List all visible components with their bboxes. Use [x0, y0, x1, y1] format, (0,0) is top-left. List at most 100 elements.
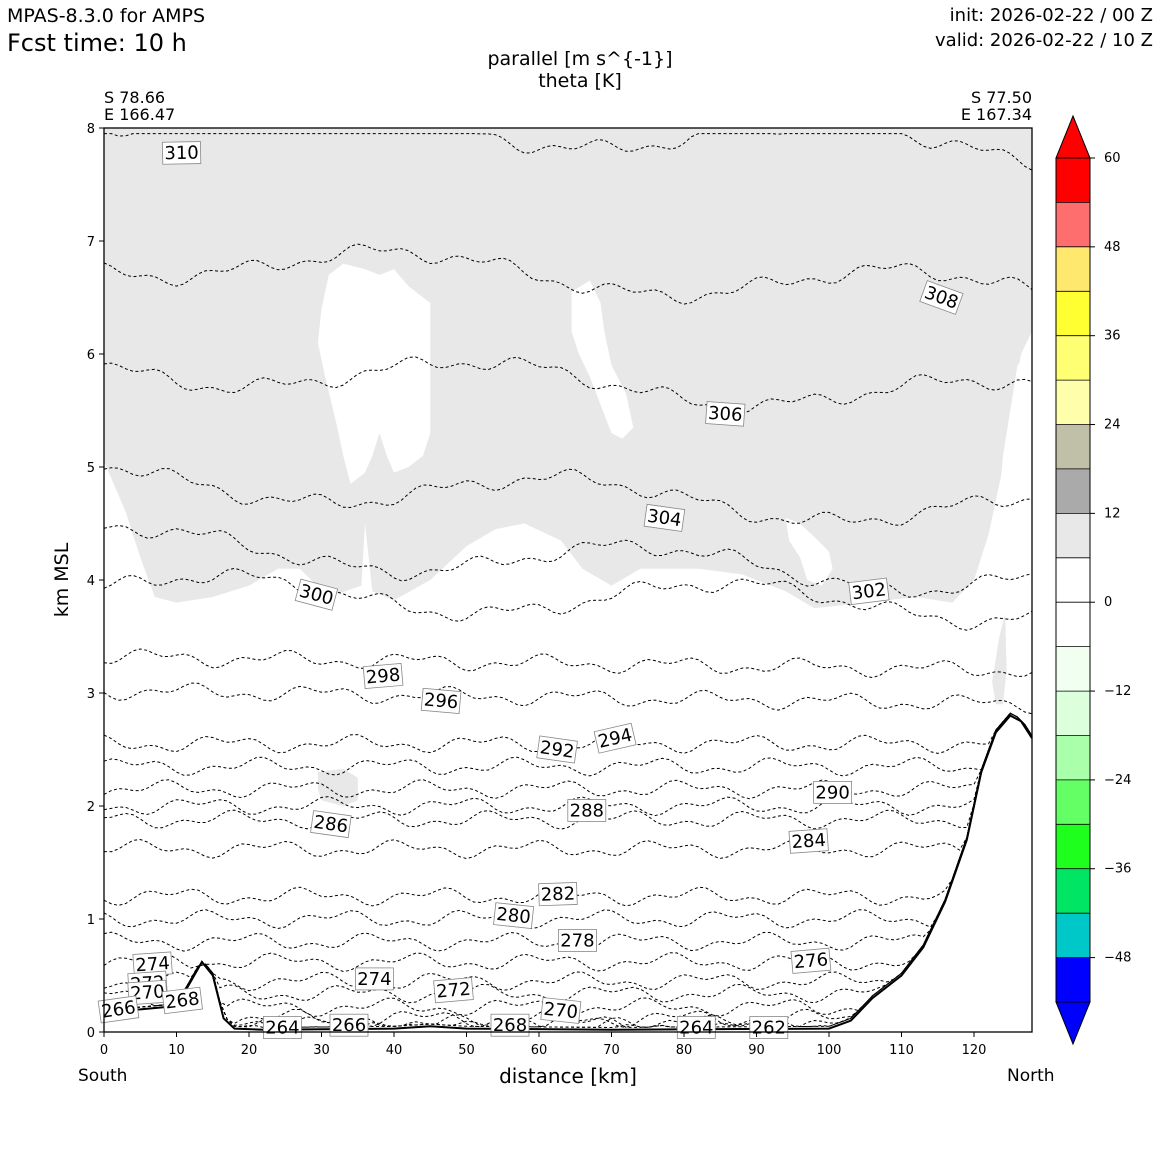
colorbar-segment-15	[1056, 824, 1090, 870]
contour-label-272: 272	[433, 977, 474, 1004]
colorbar-tick-label-6: −12	[1104, 684, 1131, 699]
contour-label-box	[329, 1013, 369, 1037]
contour-label-284: 284	[788, 828, 829, 854]
contour-label-box	[558, 929, 597, 952]
init-time: init: 2026-02-22 / 00 Z	[949, 5, 1153, 26]
contour-label-box	[490, 1013, 530, 1037]
contour-label-266: 266	[329, 1013, 369, 1037]
contour-label-274: 274	[354, 967, 394, 991]
y-tick-label-5: 5	[87, 461, 95, 476]
colorbar-segment-4	[1056, 335, 1090, 381]
y-tick-label-1: 1	[87, 913, 95, 928]
forecast-time: Fcst time: 10 h	[7, 29, 187, 57]
colorbar-over-arrow	[1055, 114, 1091, 159]
contour-label-264: 264	[262, 1016, 302, 1039]
contour-label-270: 270	[127, 979, 168, 1006]
shaded-hole-1	[571, 280, 634, 439]
colorbar-tick-label-3: 24	[1104, 418, 1121, 433]
contour-label-270: 270	[540, 997, 582, 1024]
start-direction-label: South	[78, 1066, 128, 1086]
colorbar-tick-label-2: 36	[1104, 329, 1121, 344]
contour-label-text: 268	[493, 1015, 527, 1036]
contour-label-box	[362, 662, 404, 690]
contour-label-text: 268	[164, 988, 201, 1013]
contour-label-text: 288	[570, 801, 604, 822]
valid-time: valid: 2026-02-22 / 10 Z	[935, 30, 1153, 51]
theta-contour-272	[103, 712, 1033, 1004]
x-tick-label-20: 20	[241, 1043, 258, 1058]
colorbar-segment-13	[1056, 735, 1090, 781]
contour-label-282: 282	[538, 882, 578, 907]
contour-label-text: 276	[793, 949, 829, 973]
contour-label-292: 292	[536, 735, 578, 764]
contour-label-262: 262	[749, 1016, 789, 1039]
colorbar-segment-2	[1056, 246, 1090, 292]
contour-label-text: 264	[679, 1018, 713, 1039]
end-latitude: S 77.50	[970, 88, 1032, 107]
contour-label-text: 310	[164, 143, 199, 165]
contour-label-286: 286	[310, 810, 352, 839]
theta-contour-296	[103, 682, 1033, 715]
contour-label-294: 294	[593, 722, 637, 754]
colorbar-segment-6	[1056, 424, 1090, 470]
contour-label-box	[790, 947, 832, 974]
contour-label-text: 296	[423, 689, 459, 713]
contour-label-text: 272	[436, 979, 472, 1003]
start-longitude: E 166.47	[104, 105, 176, 124]
contour-label-box	[294, 578, 339, 611]
y-tick-label-4: 4	[87, 574, 95, 589]
theta-contour-302	[103, 524, 1033, 598]
theta-contour-300	[103, 567, 1033, 631]
chart-subtitle: theta [K]	[538, 70, 622, 92]
wind-shading-layer	[104, 128, 1032, 806]
colorbar-segment-7	[1056, 468, 1090, 514]
colorbar-segment-14	[1056, 779, 1090, 825]
colorbar-segment-3	[1056, 291, 1090, 337]
colorbar-tick-label-7: −24	[1104, 773, 1131, 788]
contour-label-278: 278	[558, 929, 597, 952]
contour-label-text: 270	[130, 981, 166, 1004]
theta-contour-298	[103, 648, 1033, 679]
contour-label-text: 274	[135, 953, 171, 976]
start-latitude: S 78.66	[104, 88, 166, 107]
contour-label-box	[676, 1016, 716, 1039]
contour-labels-layer: 3103083063043023002982962942922902882862…	[97, 141, 964, 1039]
contour-label-box	[420, 687, 462, 714]
contour-label-306: 306	[705, 401, 746, 427]
contour-label-290: 290	[813, 781, 852, 804]
x-tick-label-90: 90	[748, 1043, 765, 1058]
colorbar-tick-label-8: −36	[1104, 862, 1131, 877]
x-tick-label-100: 100	[817, 1043, 842, 1058]
contour-label-276: 276	[790, 947, 832, 974]
terrain-layer	[103, 714, 1033, 1031]
x-tick-label-60: 60	[531, 1043, 548, 1058]
theta-contour-304	[103, 467, 1033, 526]
contour-label-266: 266	[97, 995, 140, 1024]
colorbar-frame	[1055, 157, 1091, 1003]
x-tick-label-30: 30	[313, 1043, 330, 1058]
theta-contour-308	[103, 243, 1033, 305]
contour-label-268: 268	[161, 986, 203, 1015]
contour-label-text: 280	[495, 904, 531, 928]
terrain-line	[103, 714, 1033, 1031]
contour-label-box	[493, 902, 535, 929]
axes-layer: 0 10 20 30 40 50 60 70 80 90 100 110 120 0 1 2 3 4 5 6 7 8	[87, 122, 1033, 1058]
shaded-patch-1	[992, 613, 1007, 705]
contour-label-298: 298	[362, 662, 404, 690]
contour-label-box	[536, 735, 578, 764]
x-tick-label-40: 40	[386, 1043, 403, 1058]
colorbar-tick-label-1: 48	[1104, 240, 1121, 255]
contour-label-268: 268	[490, 1013, 530, 1037]
contour-label-box	[310, 810, 352, 839]
chart-title: parallel [m s^{-1}]	[487, 48, 673, 70]
colorbar-tick-label-5: 0	[1104, 595, 1112, 610]
colorbar-tick-label-0: 60	[1104, 151, 1121, 166]
end-direction-label: North	[1007, 1066, 1055, 1086]
contour-label-box	[538, 882, 578, 907]
x-axis-label: distance [km]	[499, 1064, 637, 1088]
theta-contour-284	[103, 712, 1033, 860]
contour-label-296: 296	[420, 687, 462, 714]
colorbar-segment-8	[1056, 513, 1090, 559]
contour-label-text: 282	[540, 884, 575, 906]
colorbar-segment-10	[1056, 602, 1090, 648]
